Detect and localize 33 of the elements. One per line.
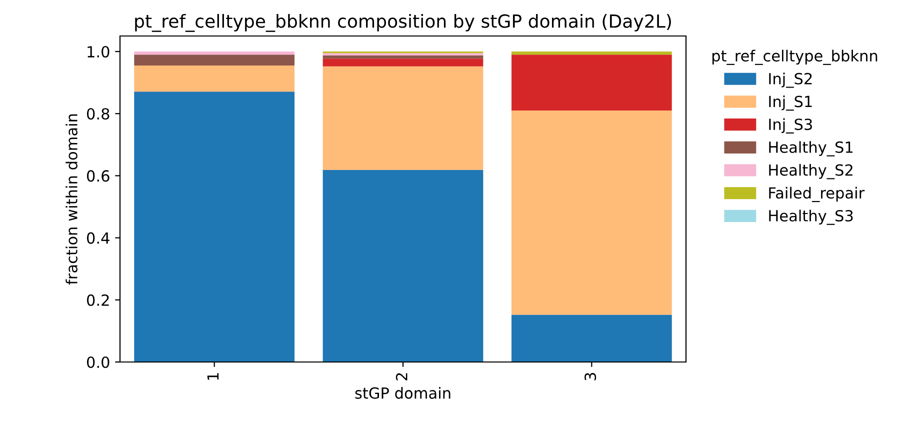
x-tick-label: 2 <box>396 373 408 380</box>
bar <box>511 52 672 55</box>
y-tick-label: 1.0 <box>88 46 110 58</box>
chart-title: pt_ref_celltype_bbknn composition by stGP domain (Day2L) <box>135 14 671 32</box>
legend-label: Failed_repair <box>769 186 865 202</box>
y-tick-label: 0.2 <box>86 294 109 306</box>
bar <box>134 92 295 362</box>
x-tick-label: 1 <box>207 373 219 380</box>
x-tick-label: 3 <box>584 372 596 380</box>
y-axis-title: fraction within domain <box>66 114 78 285</box>
bar <box>134 65 295 92</box>
bar <box>134 52 295 55</box>
bar <box>511 54 672 111</box>
bar <box>322 58 484 66</box>
legend-label: Inj_S3 <box>769 118 812 134</box>
y-tick-label: 0.0 <box>86 356 110 368</box>
legend-title: pt_ref_celltype_bbknn <box>712 50 878 65</box>
bar <box>322 53 484 56</box>
y-tick-label: 0.6 <box>86 170 110 182</box>
bar <box>511 110 672 315</box>
legend-label: Healthy_S2 <box>769 164 852 180</box>
legend-label: Healthy_S3 <box>769 210 853 225</box>
y-tick-label: 0.8 <box>86 108 110 120</box>
x-axis-title: stGP domain <box>355 387 450 399</box>
y-tick-label: 0.4 <box>86 232 110 244</box>
legend-label: Healthy_S1 <box>769 141 853 156</box>
bar <box>322 66 484 170</box>
legend-label: Inj_S2 <box>769 72 812 88</box>
bar <box>322 170 484 362</box>
legend-label: Inj_S1 <box>769 95 812 111</box>
bar <box>322 56 484 59</box>
bar <box>134 54 295 66</box>
bar <box>511 314 672 362</box>
